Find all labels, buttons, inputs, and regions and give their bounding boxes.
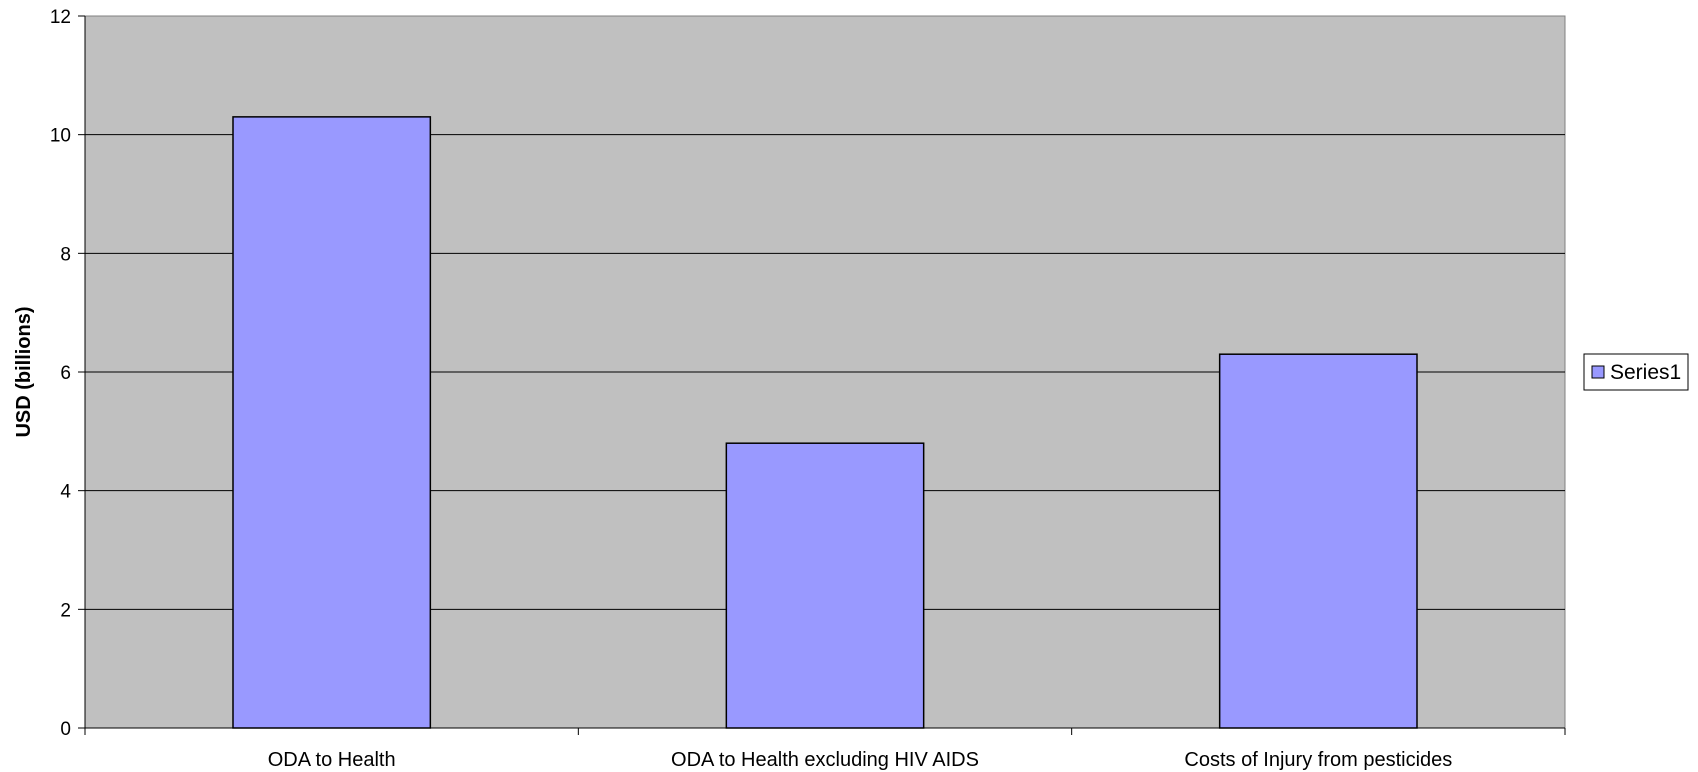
bar — [1218, 353, 1418, 729]
legend-label-series1: Series1 — [1610, 361, 1681, 384]
y-tick-label: 0 — [60, 719, 71, 740]
y-tick-label: 2 — [60, 600, 71, 621]
bars — [232, 116, 1418, 729]
y-axis-label: USD (billions) — [13, 306, 35, 437]
bar — [232, 116, 432, 729]
axes: 0 2 4 6 8 10 12 ODA to Health ODA to Health excl… — [50, 7, 1566, 771]
bar — [725, 442, 925, 729]
y-tick-label: 10 — [50, 126, 71, 147]
y-tick-label: 6 — [60, 363, 71, 384]
x-category-label: ODA to Health — [268, 749, 396, 771]
x-category-label: Costs of Injury from pesticides — [1184, 749, 1452, 771]
legend: Series1 — [1583, 353, 1689, 391]
y-tick-label: 8 — [60, 244, 71, 265]
y-tick-label: 4 — [60, 482, 71, 503]
x-category-label: ODA to Health excluding HIV AIDS — [671, 749, 979, 771]
legend-swatch-series1 — [1591, 365, 1605, 379]
y-tick-label: 12 — [50, 7, 71, 28]
